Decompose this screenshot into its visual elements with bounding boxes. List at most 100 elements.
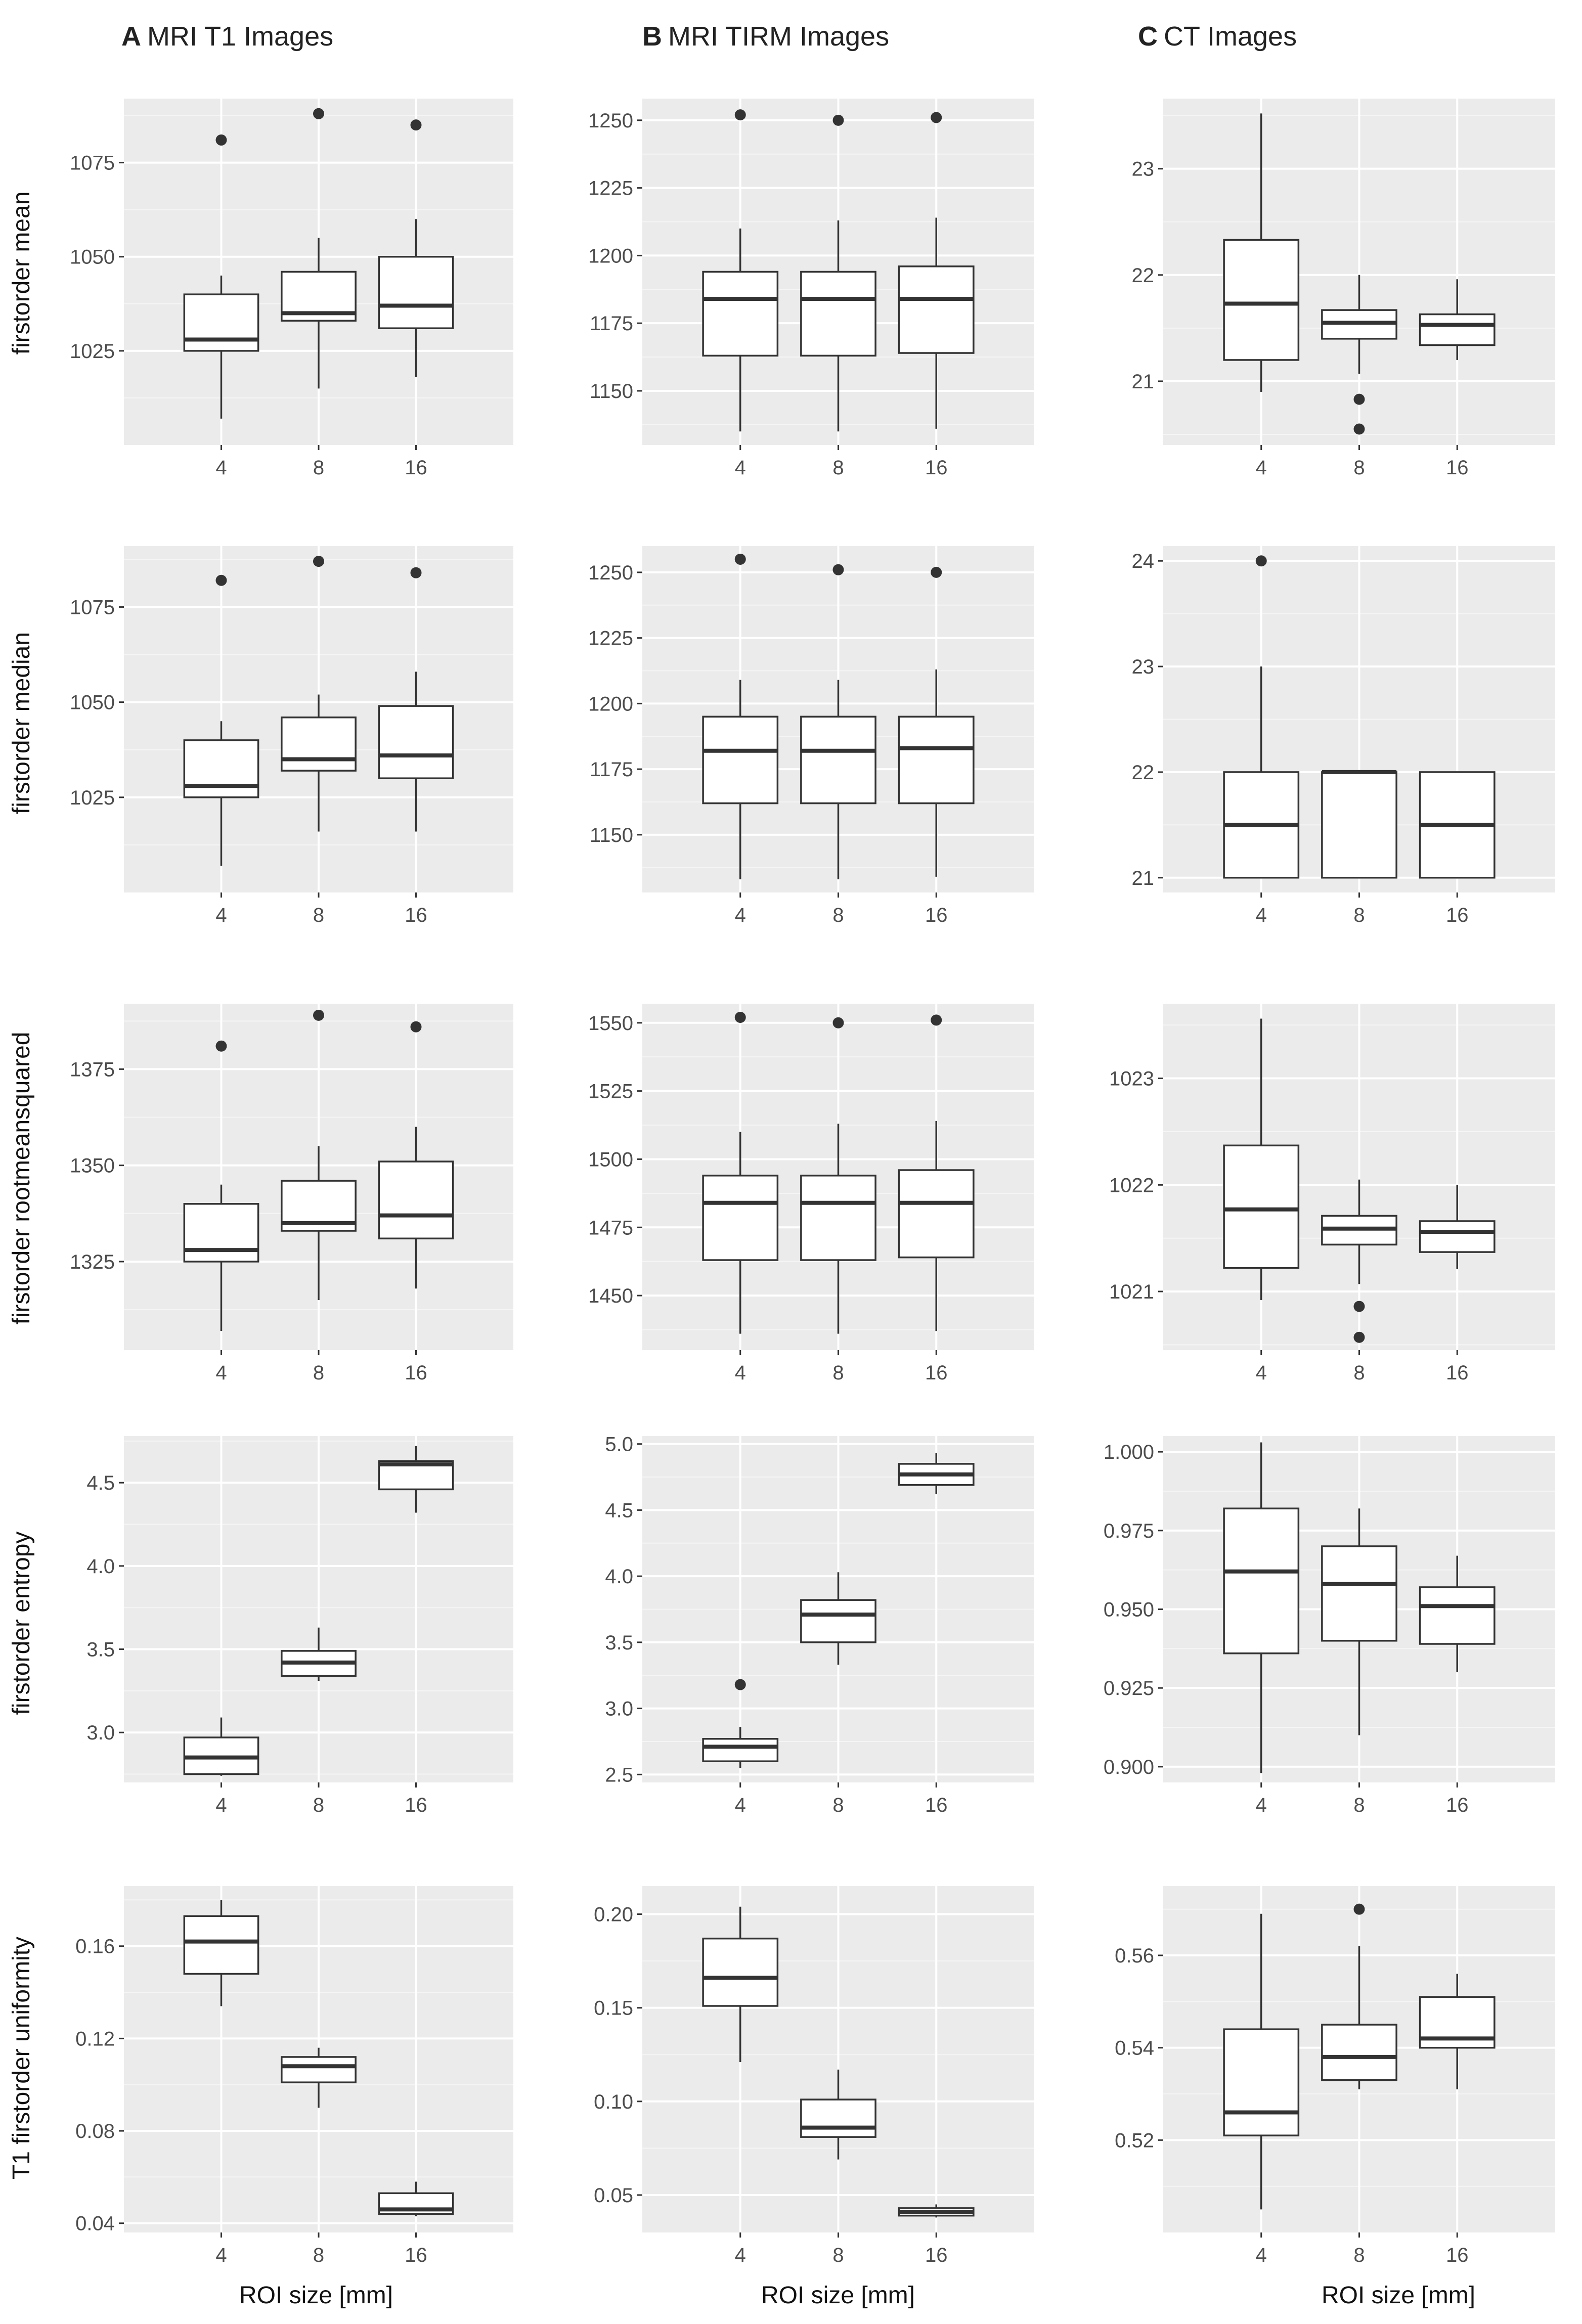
y-tick-label: 1150 xyxy=(590,380,633,403)
box-roi-4 xyxy=(702,1906,779,2063)
box-roi-16 xyxy=(898,112,975,429)
outlier-point xyxy=(1353,1903,1365,1915)
box-iqr xyxy=(281,716,357,772)
y-tick-label: 0.04 xyxy=(75,2213,115,2235)
y-tick-label: 1225 xyxy=(588,628,633,650)
column-text: CT Images xyxy=(1164,21,1297,52)
box-iqr xyxy=(378,255,454,329)
y-tick-label: 1050 xyxy=(70,246,115,269)
panels: 1025 1050 1075 4 8 16 1150 1175 1200 1225 1250 4 8 16… xyxy=(70,99,1555,2266)
x-tick-label: 16 xyxy=(405,904,427,926)
panel-a-1: 1025 1050 1075 4 8 16 xyxy=(70,99,513,479)
y-tick-label: 0.950 xyxy=(1104,1599,1154,1621)
x-tick-label: 4 xyxy=(735,1362,746,1384)
panel-b-5: 0.05 0.10 0.15 0.20 4 8 16 xyxy=(594,1886,1034,2266)
box-roi-8 xyxy=(800,1572,876,1665)
y-tick-label: 5.0 xyxy=(605,1434,633,1456)
box-iqr xyxy=(702,1175,779,1261)
x-tick-label: 4 xyxy=(735,457,746,479)
box-iqr xyxy=(800,1599,876,1643)
box-iqr xyxy=(800,271,876,357)
panel-a-2: 1025 1050 1075 4 8 16 xyxy=(70,546,513,926)
outlier-point xyxy=(410,119,422,131)
y-tick-label: 4.0 xyxy=(605,1566,633,1588)
box-roi-16 xyxy=(898,1453,975,1495)
x-tick-label: 4 xyxy=(735,904,746,926)
y-tick-label: 21 xyxy=(1132,867,1155,889)
x-tick-label: 4 xyxy=(1256,904,1267,926)
x-tick-label: 8 xyxy=(832,1794,844,1816)
panel-b-1: 1150 1175 1200 1225 1250 4 8 16 xyxy=(588,99,1034,479)
y-tick-label: 0.56 xyxy=(1115,1945,1154,1967)
box-roi-16 xyxy=(378,1446,454,1513)
x-tick-label: 16 xyxy=(405,1794,427,1816)
box-roi-16 xyxy=(378,119,454,377)
box-iqr xyxy=(1321,1545,1397,1642)
box-roi-4 xyxy=(183,1040,259,1331)
column-text: MRI T1 Images xyxy=(147,21,333,52)
y-tick-label: 0.52 xyxy=(1115,2129,1154,2152)
box-iqr xyxy=(378,705,454,779)
x-tick-label: 8 xyxy=(313,904,324,926)
box-roi-4 xyxy=(1223,113,1300,392)
y-tick-label: 1025 xyxy=(70,787,115,809)
box-iqr xyxy=(378,1160,454,1240)
outlier-point xyxy=(832,114,844,126)
box-roi-16 xyxy=(1419,771,1496,879)
row-label-mean: firstorder mean xyxy=(8,192,35,355)
y-tick-label: 3.5 xyxy=(86,1639,115,1661)
box-roi-4 xyxy=(702,1011,779,1334)
box-roi-4 xyxy=(702,553,779,880)
y-tick-label: 3.5 xyxy=(605,1632,633,1654)
panel-c-4: 0.900 0.925 0.950 0.975 1.000 4 8 16 xyxy=(1104,1436,1555,1816)
y-tick-label: 0.925 xyxy=(1104,1677,1154,1700)
box-iqr xyxy=(1223,1144,1300,1269)
box-roi-16 xyxy=(898,566,975,877)
row-label-rms: firstorder rootmeansquared xyxy=(8,1032,35,1325)
y-tick-label: 1200 xyxy=(588,245,633,267)
box-roi-16 xyxy=(898,1014,975,1331)
row-label-entropy: firstorder entropy xyxy=(8,1532,35,1715)
box-roi-8 xyxy=(800,114,876,432)
x-tick-label: 8 xyxy=(1353,1362,1365,1384)
x-tick-label: 16 xyxy=(1446,457,1469,479)
box-iqr xyxy=(898,716,975,805)
box-iqr xyxy=(1223,2028,1300,2136)
box-iqr xyxy=(898,1169,975,1259)
x-tick-label: 4 xyxy=(215,904,227,926)
column-title-a: A MRI T1 Images xyxy=(121,21,333,52)
y-tick-label: 0.15 xyxy=(594,1997,633,2020)
box-roi-8 xyxy=(281,556,357,832)
box-iqr xyxy=(702,716,779,805)
x-tick-label: 16 xyxy=(925,1794,948,1816)
box-roi-8 xyxy=(1321,1508,1397,1735)
y-tick-label: 1250 xyxy=(588,562,633,584)
outlier-point xyxy=(1353,1331,1365,1343)
outlier-point xyxy=(931,112,942,123)
outlier-point xyxy=(215,134,227,146)
box-iqr xyxy=(1419,313,1496,346)
y-tick-label: 0.16 xyxy=(75,1936,115,1958)
box-roi-4 xyxy=(702,1679,779,1768)
box-roi-4 xyxy=(1223,1442,1300,1773)
x-tick-label: 16 xyxy=(925,457,948,479)
box-roi-8 xyxy=(800,564,876,880)
y-tick-label: 22 xyxy=(1132,762,1155,784)
x-tick-label: 8 xyxy=(313,1362,324,1384)
box-iqr xyxy=(1321,771,1397,879)
box-roi-8 xyxy=(1321,1903,1397,2089)
outlier-point xyxy=(1255,555,1267,567)
y-tick-label: 3.0 xyxy=(86,1722,115,1744)
box-roi-4 xyxy=(1223,1018,1300,1300)
y-tick-label: 1050 xyxy=(70,692,115,714)
outlier-point xyxy=(410,567,422,578)
y-tick-label: 1175 xyxy=(590,758,633,781)
column-title-c: C CT Images xyxy=(1138,21,1297,52)
x-tick-label: 8 xyxy=(313,1794,324,1816)
column-letter: B xyxy=(642,21,662,52)
y-tick-label: 2.5 xyxy=(605,1764,633,1786)
x-tick-label: 4 xyxy=(215,2244,227,2266)
x-tick-label: 8 xyxy=(1353,1794,1365,1816)
x-tick-label: 4 xyxy=(1256,1794,1267,1816)
y-tick-label: 23 xyxy=(1132,656,1155,678)
